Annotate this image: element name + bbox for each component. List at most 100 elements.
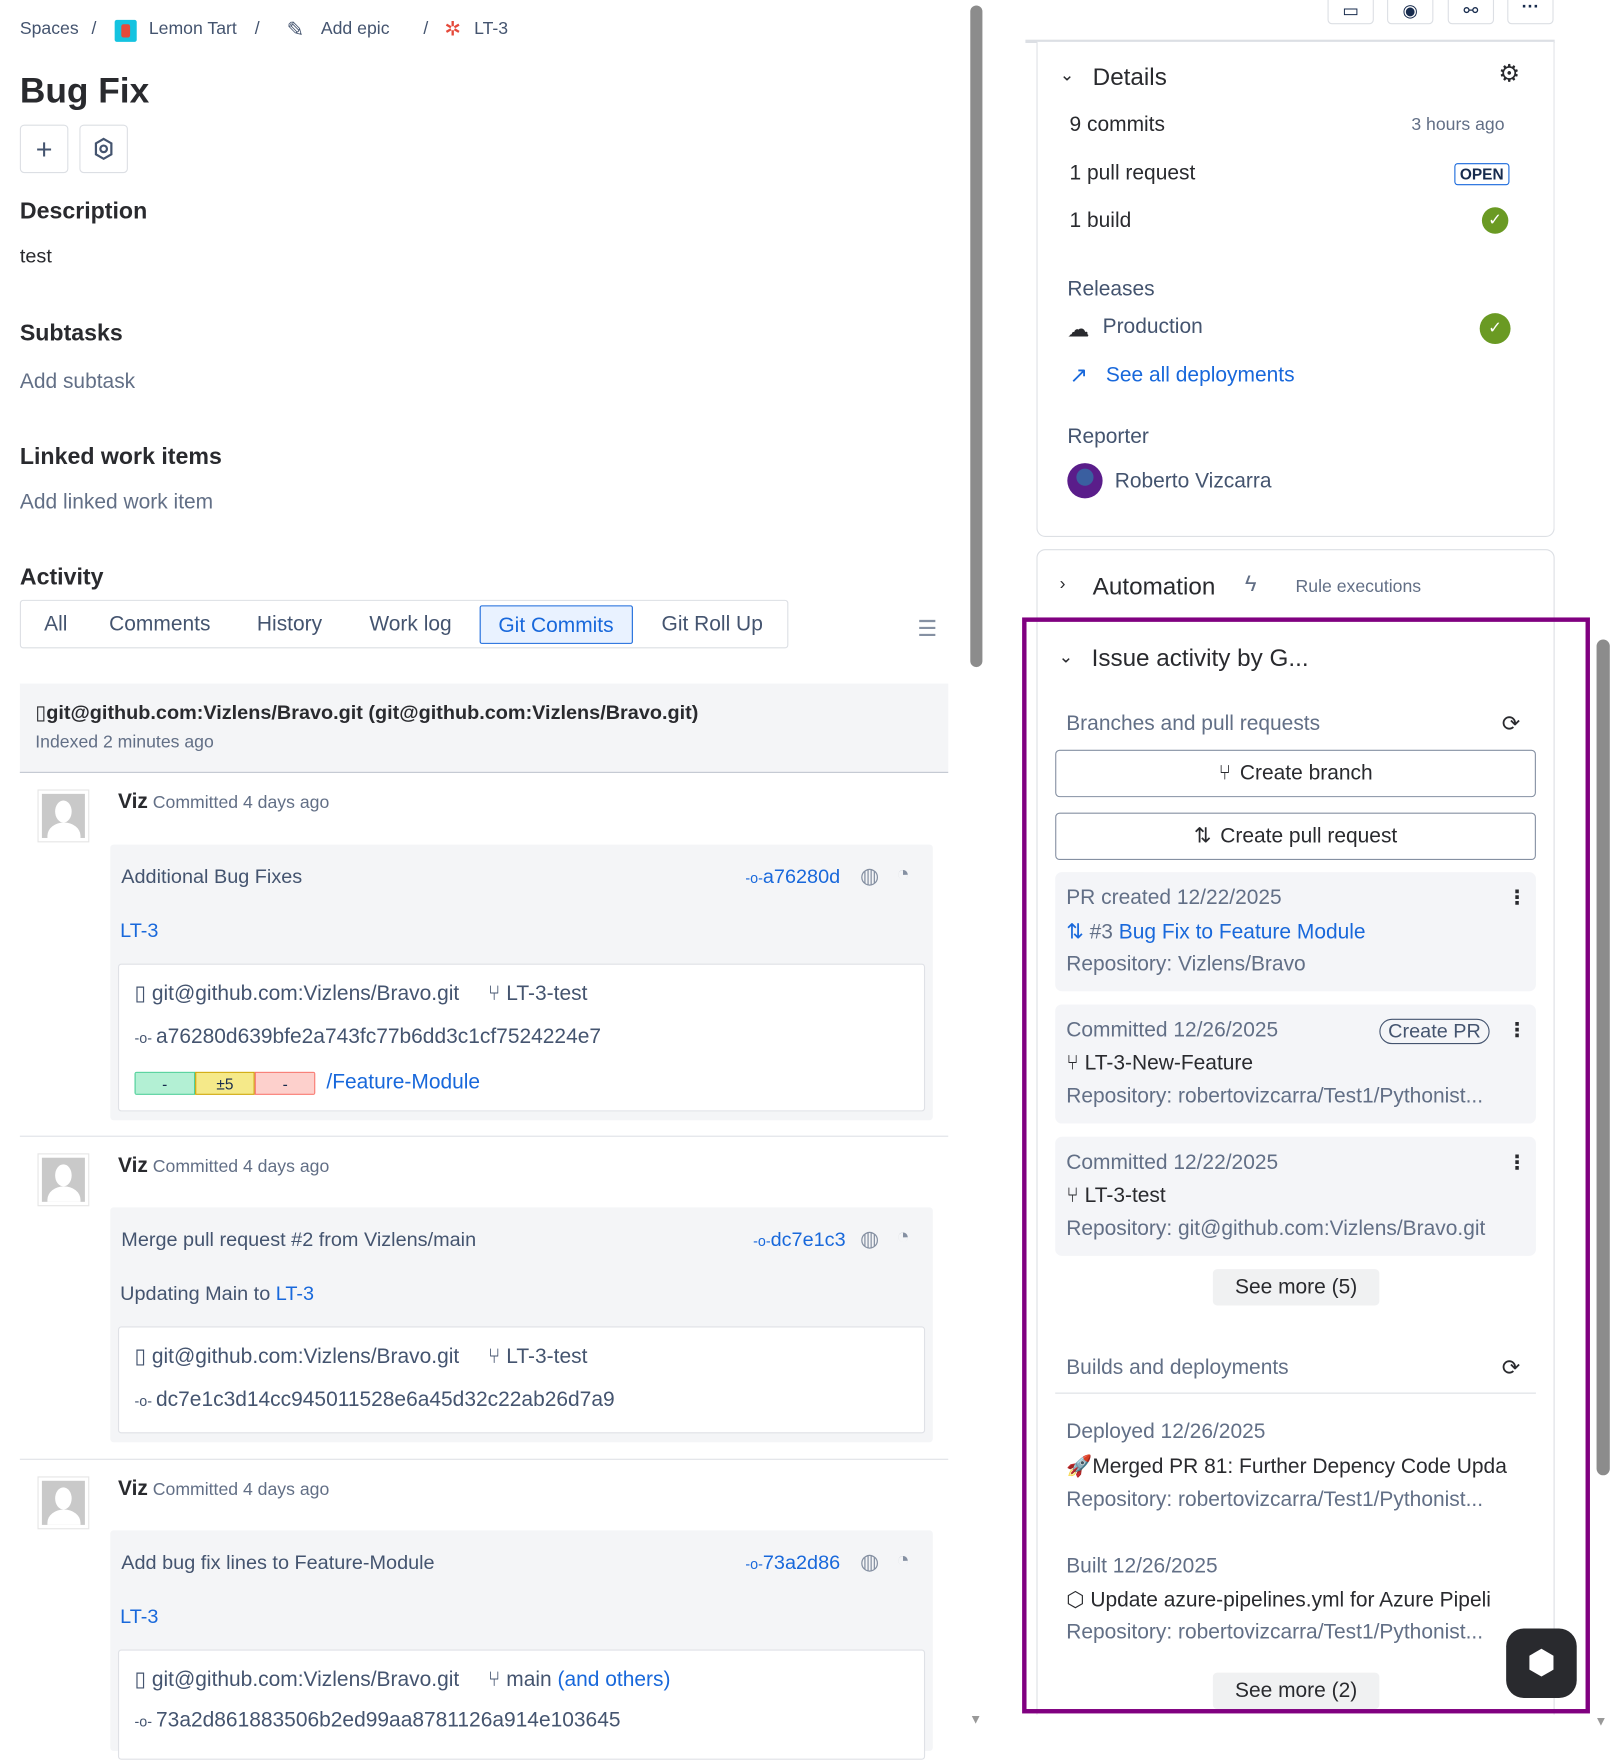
full-hash: a76280d639bfe2a743fc77b6dd3c1cf7524224e7 [156, 1025, 602, 1049]
pr-title-link[interactable]: Bug Fix to Feature Module [1118, 920, 1366, 944]
page-title[interactable]: Bug Fix [19, 70, 150, 111]
sort-icon[interactable]: ☰ [917, 617, 938, 642]
pull-request-icon: ⇅ [1193, 824, 1212, 848]
share-button[interactable]: ⚯ [1447, 0, 1495, 25]
watch-button[interactable]: ◉ [1387, 0, 1434, 25]
issue-link[interactable]: LT-3 [120, 1605, 159, 1628]
more-icon: ··· [1521, 0, 1540, 17]
breadcrumb-epic[interactable]: Add epic [320, 19, 390, 39]
tab-git-roll-up[interactable]: Git Roll Up [661, 613, 763, 637]
panel-scrollbar[interactable] [1596, 639, 1610, 1476]
linked-heading: Linked work items [19, 444, 222, 470]
timer-icon[interactable]: ◔ [896, 1224, 910, 1250]
gear-icon[interactable]: ⚙ [1498, 59, 1521, 88]
tab-history[interactable]: History [256, 613, 323, 637]
add-subtask[interactable]: Add subtask [19, 370, 136, 394]
breadcrumb-spaces[interactable]: Spaces [19, 19, 79, 39]
branch-name: LT-3-test [1084, 1184, 1166, 1208]
see-more-branches-button[interactable]: See more (5) [1212, 1269, 1380, 1306]
commit-card: Additional Bug Fixes -o-a76280d ◍ ◔ LT-3… [110, 844, 933, 1121]
refresh-icon[interactable]: ⟳ [1501, 1356, 1521, 1381]
pull-request-count[interactable]: 1 pull request [1069, 162, 1196, 186]
item-header: Committed 12/22/2025 [1066, 1151, 1279, 1175]
commits-count[interactable]: 9 commits [1069, 113, 1165, 137]
details-title[interactable]: Details [1092, 62, 1167, 91]
github-icon[interactable]: ◍ [860, 1550, 880, 1575]
more-vertical-icon[interactable]: ⋮ [1507, 1151, 1528, 1174]
diff-changed: ±5 [194, 1071, 256, 1095]
release-environment[interactable]: Production [1102, 315, 1203, 339]
commit-icon: -o- [134, 1713, 157, 1730]
commit-short-hash[interactable]: -o-dc7e1c3 [753, 1228, 846, 1251]
divider [1025, 39, 1555, 44]
more-button[interactable]: ··· [1507, 0, 1554, 25]
commit-short-hash[interactable]: -o-a76280d [745, 865, 841, 888]
branch-item[interactable]: Committed 12/22/2025 ⋮ ⑂ LT-3-test Repos… [1055, 1136, 1536, 1256]
pr-item[interactable]: PR created 12/22/2025 ⋮ ⇅ #3 Bug Fix to … [1055, 872, 1536, 992]
commit-card: Add bug fix lines to Feature-Module -o-7… [110, 1530, 933, 1760]
divider [19, 1458, 949, 1460]
build-item[interactable]: ⬡ Update azure-pipelines.yml for Azure P… [1066, 1588, 1491, 1613]
automation-title[interactable]: Automation [1092, 572, 1216, 600]
branch-name: LT-3-test [506, 982, 588, 1006]
issue-link[interactable]: LT-3 [275, 1282, 314, 1305]
commit-icon: -o- [134, 1392, 157, 1410]
add-button[interactable]: + [19, 124, 69, 174]
reporter-name[interactable]: Roberto Vizcarra [1114, 469, 1272, 493]
rule-executions-link[interactable]: Rule executions [1295, 577, 1422, 597]
breadcrumb-project[interactable]: Lemon Tart [148, 19, 237, 39]
create-branch-button[interactable]: ⑂ Create branch [1055, 749, 1536, 798]
commit-message: Add bug fix lines to Feature-Module [121, 1551, 435, 1574]
commit-details: ▯ git@github.com:Vizlens/Bravo.git ⑂ main… [117, 1649, 926, 1760]
breadcrumb-separator: / [254, 19, 260, 39]
github-icon[interactable]: ◍ [860, 864, 880, 889]
chevron-right-icon[interactable]: › [1059, 574, 1066, 594]
commit-time: Committed 4 days ago [152, 1157, 330, 1177]
branch-name: LT-3-test [506, 1345, 588, 1369]
description-text[interactable]: test [19, 244, 52, 267]
tab-git-commits[interactable]: Git Commits [479, 605, 633, 644]
issue-link[interactable]: LT-3 [120, 919, 159, 942]
github-icon[interactable]: ◍ [860, 1227, 880, 1252]
commit-message: Merge pull request #2 from Vizlens/main [121, 1228, 477, 1251]
success-check-icon: ✓ [1479, 313, 1511, 345]
see-more-builds-button[interactable]: See more (2) [1212, 1672, 1380, 1710]
build-repo: Repository: robertovizcarra/Test1/Python… [1066, 1620, 1484, 1644]
full-hash: 73a2d861883506b2ed99aa8781126a914e103645 [156, 1709, 621, 1733]
tab-all[interactable]: All [44, 613, 68, 637]
chevron-down-icon[interactable]: ⌄ [1059, 66, 1075, 85]
file-path-link[interactable]: /Feature-Module [326, 1070, 481, 1094]
details-panel: ⌄ Details ⚙ 9 commits 3 hours ago 1 pull… [1036, 41, 1555, 537]
lock-button[interactable]: ▭ [1327, 0, 1374, 25]
scroll-down-arrow[interactable]: ▼ [969, 1711, 983, 1727]
refresh-icon[interactable]: ⟳ [1501, 712, 1521, 737]
build-count[interactable]: 1 build [1069, 209, 1132, 233]
floating-assistant-button[interactable]: ⬢ [1506, 1628, 1577, 1699]
chevron-down-icon[interactable]: ⌄ [1058, 648, 1074, 668]
other-branches-link[interactable]: (and others) [557, 1668, 671, 1692]
more-vertical-icon[interactable]: ⋮ [1507, 886, 1528, 909]
create-pull-request-button[interactable]: ⇅ Create pull request [1055, 812, 1536, 861]
tab-work-log[interactable]: Work log [369, 613, 452, 637]
branch-name: LT-3-New-Feature [1084, 1051, 1254, 1076]
main-scrollbar[interactable] [970, 5, 983, 668]
divider [1055, 1392, 1536, 1394]
timer-icon[interactable]: ◔ [896, 1548, 910, 1573]
add-linked-item[interactable]: Add linked work item [19, 490, 214, 514]
see-all-deployments-link[interactable]: See all deployments [1105, 363, 1295, 388]
deployment-item[interactable]: 🚀Merged PR 81: Further Depency Code Upda [1066, 1455, 1507, 1479]
commit-short-hash[interactable]: -o-73a2d86 [745, 1551, 841, 1574]
reporter-avatar [1067, 463, 1103, 499]
breadcrumb-issue[interactable]: LT-3 [474, 19, 509, 39]
create-pr-button[interactable]: Create PR [1379, 1018, 1490, 1045]
author: Viz [117, 790, 148, 814]
scroll-down-arrow[interactable]: ▼ [1594, 1713, 1608, 1729]
timer-icon[interactable]: ◔ [896, 862, 910, 887]
git-panel-title[interactable]: Issue activity by G... [1091, 643, 1309, 672]
more-vertical-icon[interactable]: ⋮ [1507, 1018, 1528, 1041]
branch-item[interactable]: Committed 12/26/2025 Create PR ⋮ ⑂ LT-3-… [1055, 1004, 1536, 1124]
tab-comments[interactable]: Comments [109, 613, 211, 637]
commit-body: Updating Main to [120, 1282, 276, 1305]
commit-author-line: Viz Committed 4 days ago [118, 1154, 329, 1178]
apps-button[interactable] [79, 124, 128, 174]
